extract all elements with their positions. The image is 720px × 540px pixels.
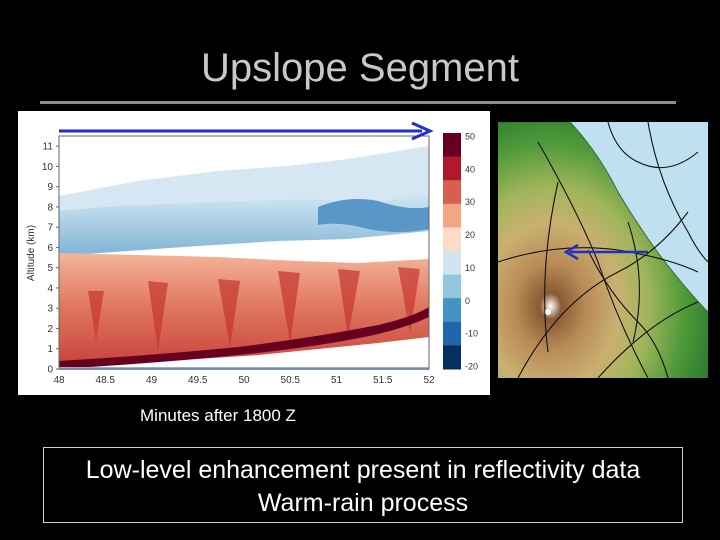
- x-axis-caption: Minutes after 1800 Z: [140, 406, 296, 425]
- x-tick-label: 52: [423, 375, 435, 386]
- slide-title: Upslope Segment: [201, 46, 519, 90]
- colorbar-tick-label: 20: [465, 230, 475, 240]
- island-terrain: [498, 122, 708, 378]
- colorbar-tick-label: -10: [465, 329, 478, 339]
- colorbar-swatch: [443, 203, 461, 228]
- y-tick-label: 11: [43, 142, 54, 153]
- x-axis-ticks: 48 48.5 49 49.5 50 50.5 51 51.5 52: [53, 375, 435, 386]
- y-tick-label: 9: [47, 182, 53, 193]
- colorbar-swatch: [443, 227, 461, 252]
- x-tick-label: 49.5: [188, 375, 208, 386]
- flight-direction-arrow: [59, 121, 434, 141]
- colorbar-swatch: [443, 133, 461, 158]
- y-axis-ticks: 0 1 2 3 4 5 6 7 8 9 10 11: [42, 142, 59, 376]
- x-tick-label: 49: [146, 375, 158, 386]
- colorbar-swatch: [443, 156, 461, 181]
- flight-direction-arrow-map: [563, 243, 648, 261]
- upper-echo-field: [59, 146, 429, 256]
- colorbar-tick-label: 40: [465, 164, 475, 174]
- y-tick-label: 10: [42, 162, 54, 173]
- y-tick-label: 8: [47, 202, 53, 213]
- y-tick-label: 6: [47, 243, 53, 254]
- reflectivity-plot: 0 1 2 3 4 5 6 7 8 9 10 11 48 48.5 49 49.5 50 50.5 51 51.5 5…: [18, 111, 490, 395]
- x-tick-label: 50.5: [281, 375, 301, 386]
- colorbar-swatch: [443, 274, 461, 299]
- colorbar-tick-label: 30: [465, 197, 475, 207]
- y-tick-label: 4: [47, 283, 53, 294]
- colorbar-swatch: [443, 180, 461, 205]
- summary-line-1: Low-level enhancement present in reflect…: [85, 456, 641, 484]
- summary-box: Low-level enhancement present in reflect…: [43, 447, 683, 523]
- y-tick-label: 0: [47, 365, 53, 376]
- reflectivity-svg: 0 1 2 3 4 5 6 7 8 9 10 11 48 48.5 49 49.5 50 50.5 51 51.5 5…: [26, 121, 478, 386]
- colorbar-swatch: [443, 251, 461, 276]
- colorbar-swatch: [443, 298, 461, 323]
- x-tick-label: 50: [238, 375, 250, 386]
- colorbar-tick-label: 10: [465, 263, 475, 273]
- colorbar-swatch: [443, 345, 461, 370]
- reflectivity-colorbar: [443, 133, 461, 370]
- y-tick-label: 2: [47, 324, 53, 335]
- flight-tracks: [498, 122, 708, 378]
- x-tick-label: 51: [331, 375, 343, 386]
- y-tick-label: 1: [47, 344, 53, 355]
- colorbar-tick-label: 50: [465, 132, 475, 142]
- colorbar-swatch: [443, 321, 461, 346]
- summary-line-2: Warm-rain process: [257, 489, 469, 517]
- low-level-enhancement-band: [59, 307, 429, 369]
- summit-marker: [545, 309, 551, 315]
- y-tick-label: 5: [47, 263, 53, 274]
- x-tick-label: 48.5: [96, 375, 116, 386]
- colorbar-tick-label: -20: [465, 362, 478, 372]
- x-tick-label: 51.5: [373, 375, 393, 386]
- colorbar-tick-label: 0: [465, 296, 470, 306]
- terrain-map: [498, 122, 708, 378]
- y-tick-label: 3: [47, 304, 53, 315]
- title-divider: [40, 101, 676, 104]
- y-tick-label: 7: [47, 223, 53, 234]
- colorbar-ticks: 50 40 30 20 10 0 -10 -20: [465, 132, 478, 372]
- plot-frame: [58, 135, 430, 370]
- y-axis-label: Altitude (km): [26, 225, 37, 281]
- terrain-map-svg: [498, 122, 708, 378]
- coastline: [498, 122, 708, 313]
- x-tick-label: 48: [53, 375, 65, 386]
